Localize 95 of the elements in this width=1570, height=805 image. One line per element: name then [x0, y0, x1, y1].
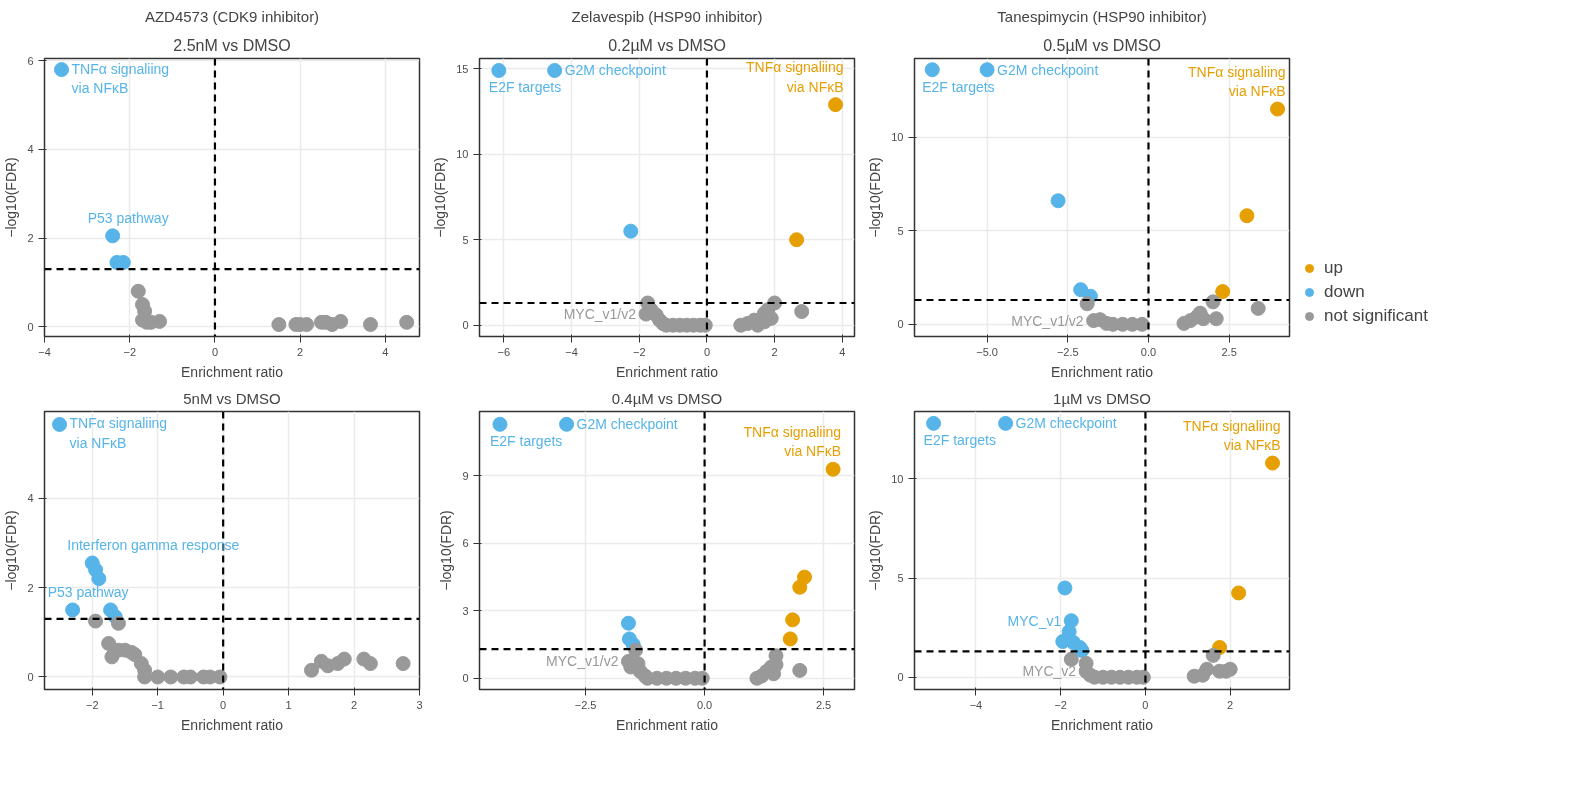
y-tick-label: 3 — [462, 604, 469, 617]
x-tick-label: 2 — [771, 345, 778, 358]
x-tick-label: −2 — [86, 698, 99, 711]
annotation: MYC_v1/v2 — [546, 653, 619, 670]
chart-subtitle: 0.2µM vs DMSO — [608, 36, 726, 54]
x-tick-label: 4 — [839, 345, 846, 358]
y-tick-label: 10 — [891, 131, 904, 144]
y-tick-label: 9 — [462, 470, 469, 482]
annotation: TNFα signaliing via NFκB — [69, 415, 168, 451]
legend-label: down — [1324, 282, 1365, 302]
x-tick-label: −2 — [123, 345, 136, 358]
x-axis-title: Enrichment ratio — [1051, 363, 1154, 380]
y-tick-label: 0 — [27, 320, 34, 333]
chart-subtitle: 2.5nM vs DMSO — [173, 36, 291, 54]
x-tick-label: −5.0 — [976, 345, 998, 358]
x-axis-title: Enrichment ratio — [181, 716, 284, 733]
x-tick-label: −2.5 — [574, 698, 597, 711]
x-tick-label: −4 — [969, 698, 983, 711]
chart-title: Zelavespib (HSP90 inhibitor) — [571, 7, 763, 25]
annotation: E2F targets — [922, 78, 995, 95]
y-axis-title: −log10(FDR) — [867, 157, 884, 238]
y-tick-label: 5 — [462, 233, 469, 246]
chart-subtitle: 0.5µM vs DMSO — [1043, 36, 1161, 54]
y-tick-label: 2 — [27, 232, 34, 245]
annotation: E2F targets — [923, 432, 996, 449]
y-tick-label: 5 — [897, 572, 904, 585]
y-axis-title: −log10(FDR) — [867, 510, 884, 591]
y-tick-label: 6 — [27, 54, 34, 67]
x-tick-label: −4 — [565, 345, 578, 358]
x-tick-label: 0 — [703, 345, 710, 358]
y-tick-label: 0 — [897, 318, 904, 331]
y-axis-title: −log10(FDR) — [432, 157, 449, 238]
y-tick-label: 0 — [897, 671, 904, 684]
x-tick-label: −1 — [151, 698, 164, 711]
y-tick-label: 10 — [456, 148, 469, 161]
chart-title: AZD4573 (CDK9 inhibitor) — [144, 7, 320, 25]
y-tick-label: 0 — [462, 672, 469, 685]
annotation: G2M checkpoint — [1015, 415, 1117, 432]
x-tick-label: 4 — [382, 345, 389, 358]
x-axis-title: Enrichment ratio — [616, 716, 719, 733]
annotation: TNFα signaliing via NFκB — [745, 59, 844, 95]
x-tick-label: 2 — [351, 698, 358, 711]
x-axis-title: Enrichment ratio — [616, 363, 719, 380]
x-tick-label: −2 — [632, 345, 646, 358]
y-tick-label: 4 — [27, 492, 34, 505]
annotation: TNFα signaliing via NFκB — [71, 60, 170, 96]
x-tick-label: 0 — [1142, 698, 1149, 711]
chart-subtitle: 5nM vs DMSO — [183, 389, 281, 407]
y-axis-title: −log10(FDR) — [3, 157, 20, 238]
annotation: MYC_v2 — [1022, 663, 1077, 680]
x-tick-label: −2 — [1054, 698, 1067, 711]
annotation: TNFα signaliing via NFκB — [1182, 417, 1281, 454]
chart-subtitle: 1µM vs DMSO — [1053, 389, 1151, 407]
x-tick-label: 1 — [285, 698, 292, 711]
x-axis-title: Enrichment ratio — [181, 363, 284, 380]
annotation: MYC_v1/v2 — [563, 306, 637, 323]
x-tick-label: 2 — [297, 345, 304, 358]
x-tick-label: 2 — [1227, 698, 1234, 711]
x-tick-label: 0 — [211, 345, 219, 358]
annotation: G2M checkpoint — [576, 416, 678, 433]
annotation: G2M checkpoint — [997, 61, 1099, 78]
y-axis-title: −log10(FDR) — [438, 510, 455, 591]
x-tick-label: 0.0 — [696, 698, 713, 711]
y-axis-title: −log10(FDR) — [3, 510, 20, 591]
y-tick-label: 15 — [456, 62, 469, 75]
x-tick-label: −6 — [497, 345, 511, 358]
annotation: E2F targets — [489, 433, 563, 450]
y-tick-label: 2 — [27, 581, 34, 594]
annotation: Interferon gamma response — [67, 537, 240, 554]
annotation: MYC_v1 — [1007, 612, 1062, 629]
annotation: TNFα signaliing via NFκB — [1187, 63, 1286, 100]
x-tick-label: 3 — [416, 698, 423, 711]
annotation: P53 pathway — [87, 209, 169, 226]
x-axis-title: Enrichment ratio — [1051, 716, 1154, 733]
chart-title: Tanespimycin (HSP90 inhibitor) — [997, 7, 1207, 25]
x-tick-label: 2.5 — [815, 698, 832, 711]
y-tick-label: 0 — [462, 319, 469, 332]
legend-label: up — [1324, 258, 1344, 278]
x-tick-label: −2.5 — [1056, 345, 1079, 358]
annotation: P53 pathway — [47, 583, 129, 600]
x-tick-label: −4 — [38, 345, 51, 358]
x-tick-label: 0 — [220, 698, 227, 711]
legend-label: not significant — [1324, 306, 1428, 326]
annotation: TNFα signaliing via NFκB — [743, 424, 842, 460]
annotation: E2F targets — [488, 79, 562, 96]
y-tick-label: 5 — [897, 224, 904, 237]
annotation: G2M checkpoint — [564, 62, 666, 79]
x-tick-label: 2.5 — [1221, 345, 1237, 358]
chart-subtitle: 0.4µM vs DMSO — [611, 389, 723, 407]
annotation: MYC_v1/v2 — [1011, 312, 1084, 329]
y-tick-label: 6 — [462, 537, 469, 550]
y-tick-label: 10 — [891, 472, 904, 485]
y-tick-label: 4 — [27, 143, 34, 156]
y-tick-label: 0 — [27, 670, 34, 683]
x-tick-label: 0.0 — [1140, 345, 1157, 358]
